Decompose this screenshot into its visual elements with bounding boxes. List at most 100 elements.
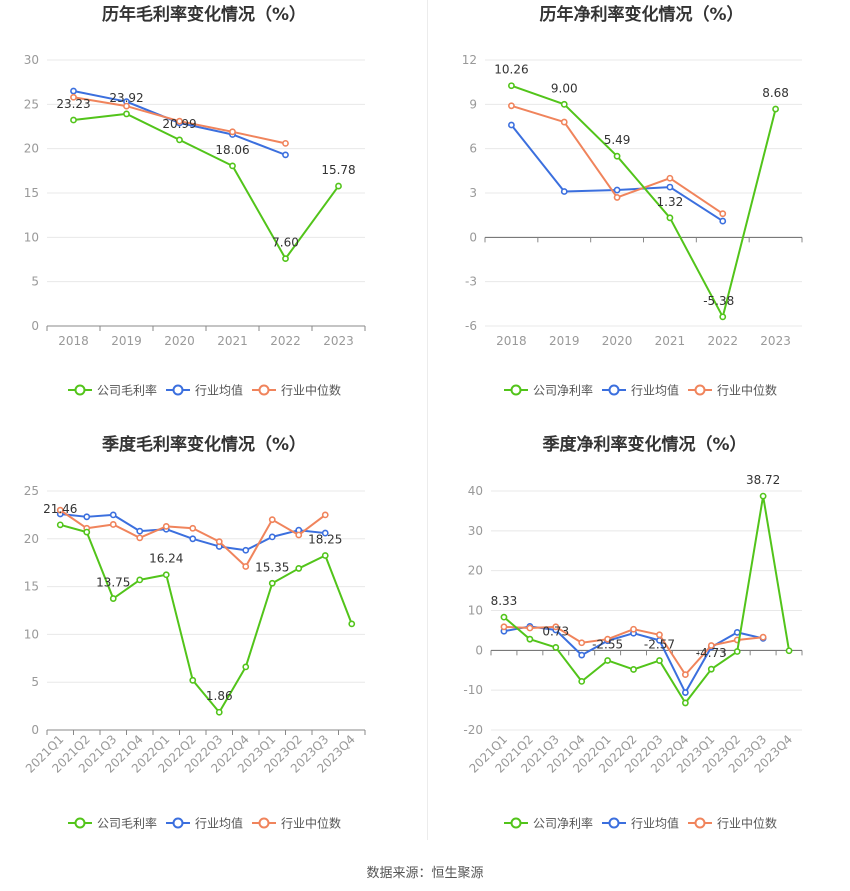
data-point-company [681, 699, 689, 707]
y-tick-label: -6 [465, 319, 477, 333]
data-label: -2.57 [644, 638, 675, 652]
chart-title: 季度净利率变化情况（%） [542, 434, 746, 455]
data-point-industry_avg [578, 651, 586, 659]
data-point-company [189, 676, 197, 684]
data-point-company [508, 82, 515, 90]
legend-label-industry_median: 行业中位数 [717, 816, 777, 831]
data-label: 7.60 [272, 236, 299, 250]
data-point-company [162, 571, 170, 579]
data-point-industry_median [656, 631, 663, 639]
data-point-company [772, 105, 779, 113]
data-point-industry_avg [109, 511, 117, 519]
x-tick-label: 2019 [111, 334, 142, 348]
y-tick-label: 0 [31, 319, 39, 333]
data-label: 23.92 [109, 91, 143, 105]
y-tick-label: 20 [468, 564, 483, 578]
y-tick-label: 25 [24, 97, 39, 111]
legend-label-industry_avg: 行业均值 [195, 383, 243, 398]
data-point-company [526, 635, 534, 643]
y-tick-label: 10 [24, 627, 39, 641]
y-tick-label: 40 [468, 484, 483, 498]
data-point-company [335, 182, 342, 190]
y-tick-label: 12 [462, 53, 477, 67]
chart-title: 季度毛利率变化情况（%） [102, 434, 306, 455]
x-tick-label: 2022 [707, 334, 738, 348]
data-point-industry_median [707, 642, 715, 649]
data-point-industry_median [70, 93, 77, 101]
series-line-company [503, 495, 791, 704]
data-label: 16.24 [149, 552, 183, 566]
legend-marker-industry_median [258, 384, 270, 396]
x-tick-label: 2021 [217, 334, 248, 348]
data-point-industry_median [215, 538, 223, 546]
data-label: 18.25 [308, 533, 342, 547]
data-point-industry_median [189, 524, 197, 532]
y-tick-label: -10 [463, 683, 483, 697]
legend-marker-company [74, 817, 86, 829]
data-label: 10.26 [494, 63, 528, 77]
data-label: 0.73 [542, 624, 569, 638]
legend-marker-company [510, 384, 522, 396]
x-tick-label: 2018 [58, 334, 89, 348]
y-tick-label: 10 [468, 604, 483, 618]
legend-label-company: 公司净利率 [533, 816, 593, 831]
data-point-industry_median [136, 534, 144, 542]
data-point-company [282, 255, 289, 263]
data-point-company [242, 663, 250, 671]
data-label: 1.86 [206, 689, 233, 703]
chart-annual-net-margin: 历年净利率变化情况（%） -6 -3 0 3 6 9 12 2018 2019 2020 2021 20… [462, 4, 803, 398]
data-label: 15.78 [321, 163, 355, 177]
y-tick-label: 20 [24, 142, 39, 156]
y-tick-label: 5 [31, 275, 39, 289]
data-point-company [552, 644, 560, 651]
data-point-industry_median [613, 194, 621, 201]
legend-marker-industry_avg [172, 817, 184, 829]
data-point-industry_median [229, 128, 236, 136]
x-tick-label: 2023 [323, 334, 354, 348]
y-tick-label: 0 [475, 643, 483, 657]
data-point-industry_median [282, 139, 289, 147]
data-label: 23.23 [56, 97, 90, 111]
data-point-industry_median [109, 521, 117, 528]
y-tick-label: 0 [31, 723, 39, 737]
data-point-company [215, 708, 223, 716]
legend-label-industry_avg: 行业均值 [631, 816, 679, 831]
data-point-company [70, 116, 77, 124]
data-point-industry_avg [681, 689, 689, 696]
x-tick-label: 2019 [549, 334, 580, 348]
data-point-company [759, 492, 767, 500]
legend-marker-industry_avg [608, 817, 620, 829]
data-point-industry_median [123, 102, 130, 110]
data-label: -5.38 [703, 294, 734, 308]
y-tick-label: 25 [24, 484, 39, 498]
data-source-note: 数据来源：恒生聚源 [366, 866, 484, 881]
y-tick-label: 5 [31, 675, 39, 689]
data-point-industry_avg [242, 546, 250, 554]
legend-label-company: 公司毛利率 [97, 383, 157, 398]
data-point-industry_median [268, 516, 276, 524]
data-point-company [666, 214, 674, 222]
data-point-industry_avg [508, 121, 515, 129]
data-point-industry_avg [560, 188, 568, 195]
data-point-industry_avg [189, 535, 197, 543]
data-label: 13.75 [96, 576, 130, 590]
chart-quarterly-net-margin: 季度净利率变化情况（%）-20-100102030402021Q12021Q22… [463, 434, 803, 831]
data-label: 18.06 [215, 143, 249, 157]
y-tick-label: 9 [469, 97, 477, 111]
data-point-industry_avg [268, 533, 276, 541]
data-label: -2.55 [592, 637, 623, 651]
legend-marker-industry_median [694, 817, 706, 829]
data-point-company [295, 565, 303, 572]
y-tick-label: 30 [24, 53, 39, 67]
data-point-industry_median [176, 117, 183, 125]
data-point-industry_median [719, 210, 727, 218]
series-line-industry_avg [60, 512, 326, 552]
data-point-industry_median [759, 633, 767, 641]
data-point-industry_median [526, 624, 534, 632]
legend-label-industry_avg: 行业均值 [631, 383, 679, 398]
data-point-company [321, 552, 329, 559]
data-point-company [613, 152, 621, 160]
data-point-company [123, 110, 130, 118]
data-point-industry_median [242, 563, 250, 570]
